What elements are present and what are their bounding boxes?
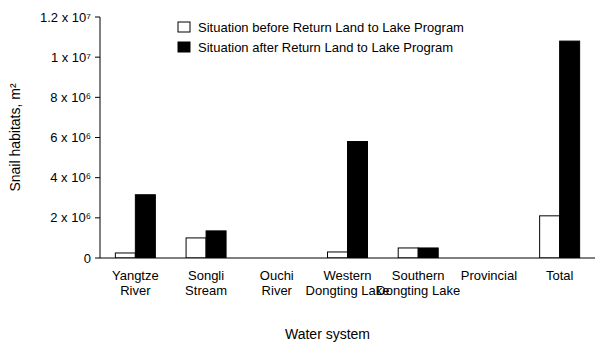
x-tick-label-line: Provincial <box>461 268 517 283</box>
x-tick-label-line: River <box>120 283 151 298</box>
x-tick-label: Provincial <box>461 268 517 283</box>
y-tick-label: 1.2 x 10⁷ <box>40 10 91 25</box>
bar <box>186 238 206 258</box>
legend-label: Situation before Return Land to Lake Pro… <box>198 20 464 35</box>
y-tick <box>95 217 100 218</box>
y-tick <box>95 137 100 138</box>
bar <box>115 253 135 258</box>
y-tick-label: 0 <box>84 251 91 266</box>
bar <box>398 248 418 258</box>
bar <box>348 142 368 258</box>
x-tick-label-line: River <box>262 283 293 298</box>
x-tick-label: Total <box>546 268 574 283</box>
legend-label: Situation after Return Land to Lake Prog… <box>198 40 453 55</box>
x-tick-label-line: Total <box>546 268 574 283</box>
legend-swatch <box>178 42 190 52</box>
x-tick-label-line: Ouchi <box>260 268 294 283</box>
x-tick-label: OuchiRiver <box>260 268 294 298</box>
bars <box>115 41 579 258</box>
bar <box>135 195 155 258</box>
chart: 0 2 x 10⁶ 4 x 10⁶ 6 x 10⁶ 8 x 10⁶ 1 x 10⁷ 1.2 … <box>0 0 600 347</box>
bar <box>328 252 348 258</box>
background <box>0 0 600 347</box>
x-axis-label: Water system <box>285 326 370 342</box>
y-tick <box>95 17 100 18</box>
x-tick-label: SouthernDongting Lake <box>376 268 460 298</box>
y-tick-label: 1 x 10⁷ <box>51 50 91 65</box>
y-tick-label: 2 x 10⁶ <box>50 210 91 225</box>
y-tick <box>95 57 100 58</box>
x-tick-label-line: Yangtze <box>112 268 159 283</box>
x-tick-label-line: Dongting Lake <box>376 283 460 298</box>
y-tick-label: 8 x 10⁶ <box>50 90 91 105</box>
bar <box>560 41 580 258</box>
x-tick-label-line: Stream <box>185 283 227 298</box>
x-tick-label: YangtzeRiver <box>112 268 159 298</box>
x-tick-label-line: Songli <box>188 268 224 283</box>
bar <box>206 231 226 258</box>
legend-swatch <box>178 22 190 32</box>
x-tick-label-line: Western <box>323 268 371 283</box>
y-axis-label: Snail habitats, m² <box>7 83 23 191</box>
y-tick-label: 4 x 10⁶ <box>50 170 91 185</box>
bar <box>540 216 560 258</box>
x-axis <box>100 258 595 259</box>
y-tick-label: 6 x 10⁶ <box>50 130 91 145</box>
y-tick <box>95 177 100 178</box>
y-tick <box>95 258 100 259</box>
legend: Situation before Return Land to Lake Pro… <box>178 20 464 55</box>
y-tick <box>95 97 100 98</box>
x-tick-label: SongliStream <box>185 268 227 298</box>
bar <box>418 248 438 258</box>
x-tick-label-line: Southern <box>392 268 445 283</box>
